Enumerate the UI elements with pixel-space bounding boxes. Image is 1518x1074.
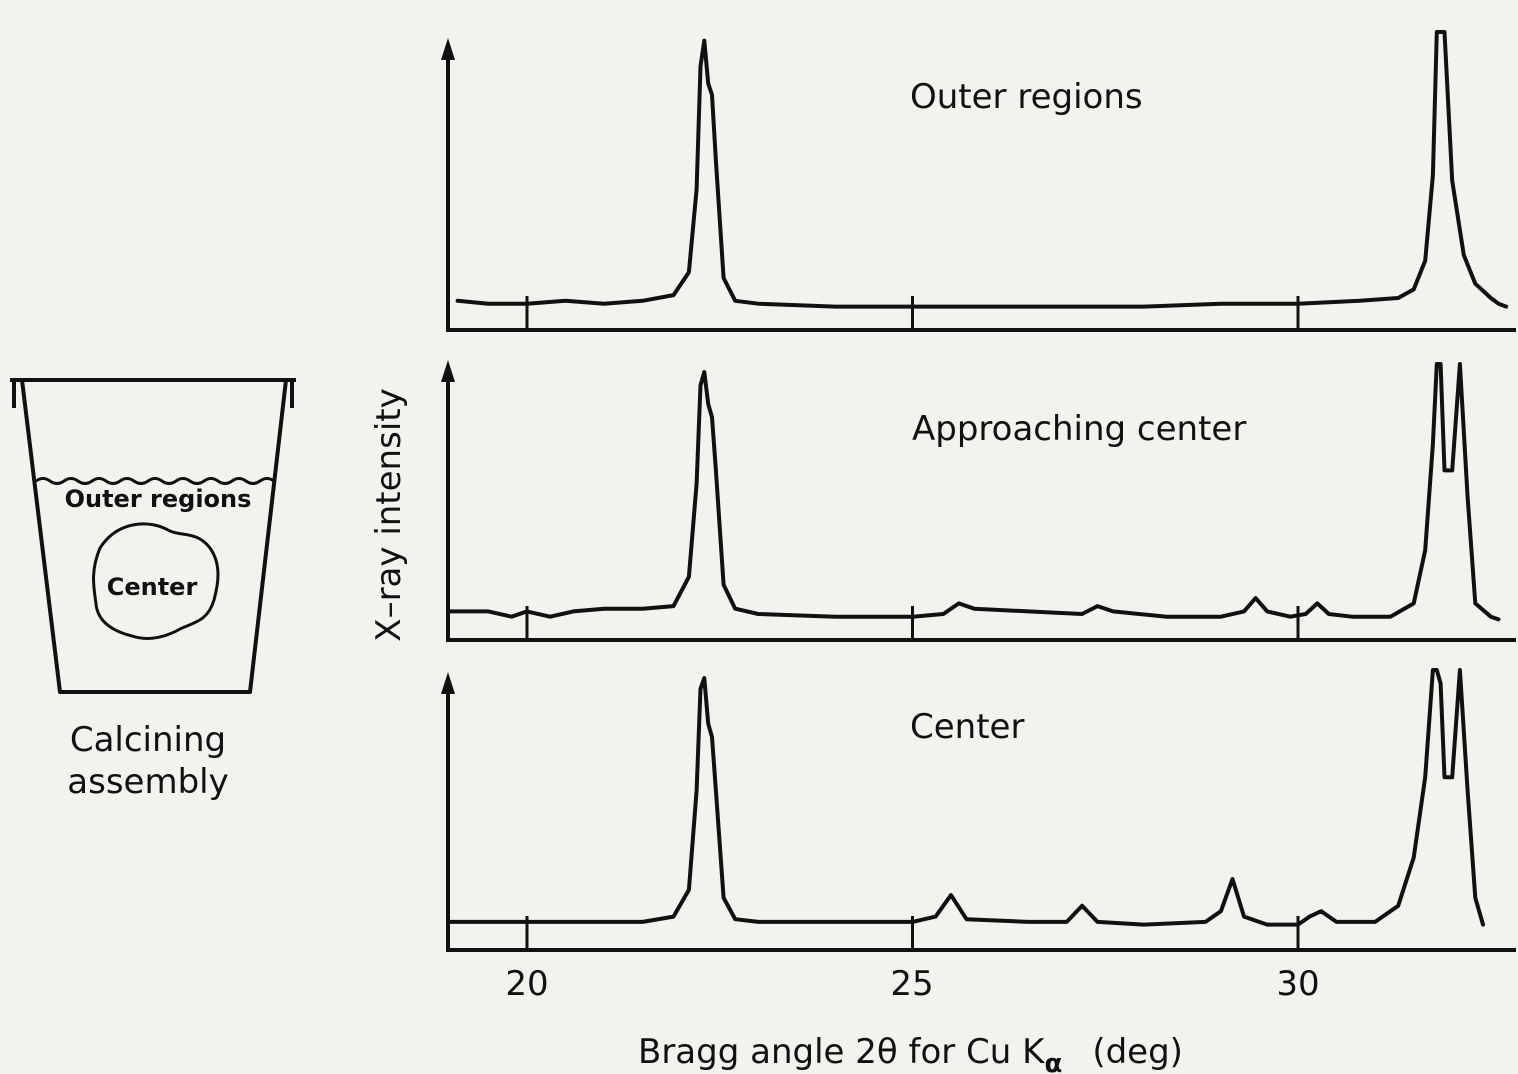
- xrd-panel-outer-regions: Outer regions: [441, 30, 1516, 332]
- x-axis-label-unit: (deg): [1092, 1032, 1183, 1072]
- x-axis-label-subscript: α: [1044, 1049, 1062, 1074]
- fill-level-line: [35, 477, 275, 485]
- center-label: Center: [107, 573, 198, 601]
- y-axis-arrow: [441, 672, 455, 694]
- y-axis-label: X–ray intensity: [369, 388, 409, 641]
- xrd-panel-approaching-center: Approaching center: [441, 360, 1516, 642]
- x-tick-label-30: 30: [1276, 964, 1319, 1004]
- assembly-caption-line2: assembly: [67, 762, 228, 802]
- assembly-caption-line1: Calcining: [70, 720, 226, 760]
- diffraction-curve: [447, 668, 1485, 927]
- crucible-body: [20, 379, 288, 694]
- diffraction-curve: [455, 30, 1509, 309]
- xrd-panel-center: Center: [441, 668, 1516, 952]
- panel-title: Approaching center: [912, 409, 1246, 449]
- outer-regions-label: Outer regions: [65, 485, 252, 513]
- center-region-blob: [92, 522, 220, 640]
- panel-title: Outer regions: [910, 77, 1143, 117]
- x-axis-label-main: Bragg angle 2θ for Cu K: [638, 1032, 1046, 1072]
- y-axis-arrow: [441, 38, 455, 60]
- panel-title: Center: [910, 707, 1024, 747]
- x-axis-label: Bragg angle 2θ for Cu Kα (deg): [638, 1032, 1183, 1074]
- calcining-assembly-diagram: [10, 378, 296, 694]
- x-tick-label-25: 25: [890, 964, 933, 1004]
- x-tick-label-20: 20: [505, 964, 548, 1004]
- diffraction-curve: [447, 362, 1501, 622]
- y-axis-arrow: [441, 360, 455, 382]
